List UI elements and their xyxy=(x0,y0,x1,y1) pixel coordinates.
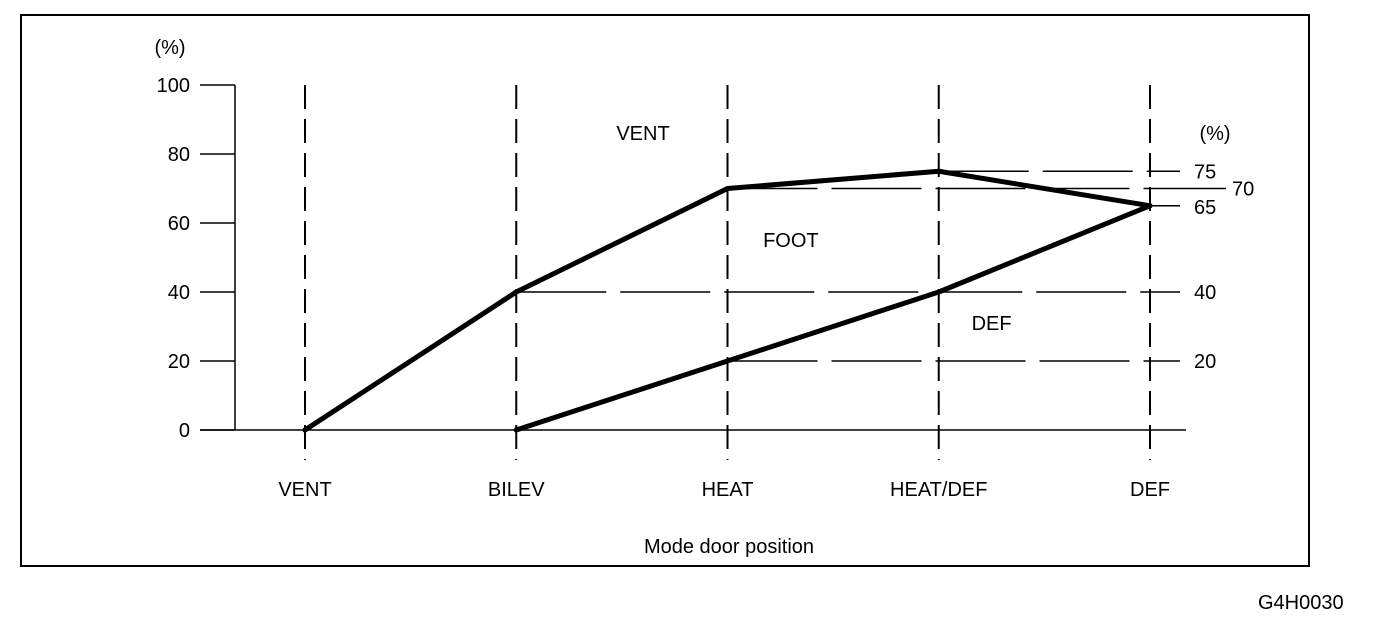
boundary-0-point-1 xyxy=(513,289,519,295)
x-axis-label: Mode door position xyxy=(644,536,814,558)
guides-layer xyxy=(304,85,1226,460)
x-tick-label-0: VENT xyxy=(278,479,331,501)
chart-frame xyxy=(20,14,1310,567)
x-tick-label-2: HEAT xyxy=(702,479,754,501)
y-axis-unit-label: (%) xyxy=(154,37,185,59)
right-axis-unit-label: (%) xyxy=(1199,123,1230,145)
region-label-def: DEF xyxy=(972,313,1012,335)
x-tick-label-1: BILEV xyxy=(488,479,545,501)
y-tick-label-60: 60 xyxy=(168,213,190,235)
right-value-label-70: 70 xyxy=(1232,179,1254,201)
region-label-vent: VENT xyxy=(616,123,669,145)
y-tick-label-20: 20 xyxy=(168,351,190,373)
right-value-label-75: 75 xyxy=(1194,161,1216,183)
boundary-1-point-0 xyxy=(513,427,519,433)
boundary-1-point-2 xyxy=(936,289,942,295)
right-value-label-20: 20 xyxy=(1194,351,1216,373)
boundary-0-point-3 xyxy=(936,168,942,174)
figure-id: G4H0030 xyxy=(1258,592,1344,614)
boundary-1-point-3 xyxy=(1147,203,1153,209)
axes-layer: 0 20 40 60 80 100 (%) VENT BILEV HEAT HEAT/DEF DEF M… xyxy=(154,37,1186,558)
series-layer xyxy=(302,168,1153,433)
right-value-label-40: 40 xyxy=(1194,282,1216,304)
y-tick-label-40: 40 xyxy=(168,282,190,304)
right-value-label-65: 65 xyxy=(1194,197,1216,219)
boundary-line-1 xyxy=(513,203,1153,433)
y-tick-label-80: 80 xyxy=(168,144,190,166)
y-tick-label-0: 0 xyxy=(179,420,190,442)
x-tick-label-4: DEF xyxy=(1130,479,1170,501)
x-tick-label-3: HEAT/DEF xyxy=(890,479,987,501)
boundary-1-point-1 xyxy=(725,358,730,364)
y-tick-label-100: 100 xyxy=(157,75,190,97)
region-label-foot: FOOT xyxy=(763,230,819,252)
boundary-0-point-2 xyxy=(725,186,730,191)
boundary-0-point-0 xyxy=(302,427,308,433)
labels-layer: VENT FOOT DEF (%) 75 70 65 40 20 xyxy=(616,123,1254,373)
